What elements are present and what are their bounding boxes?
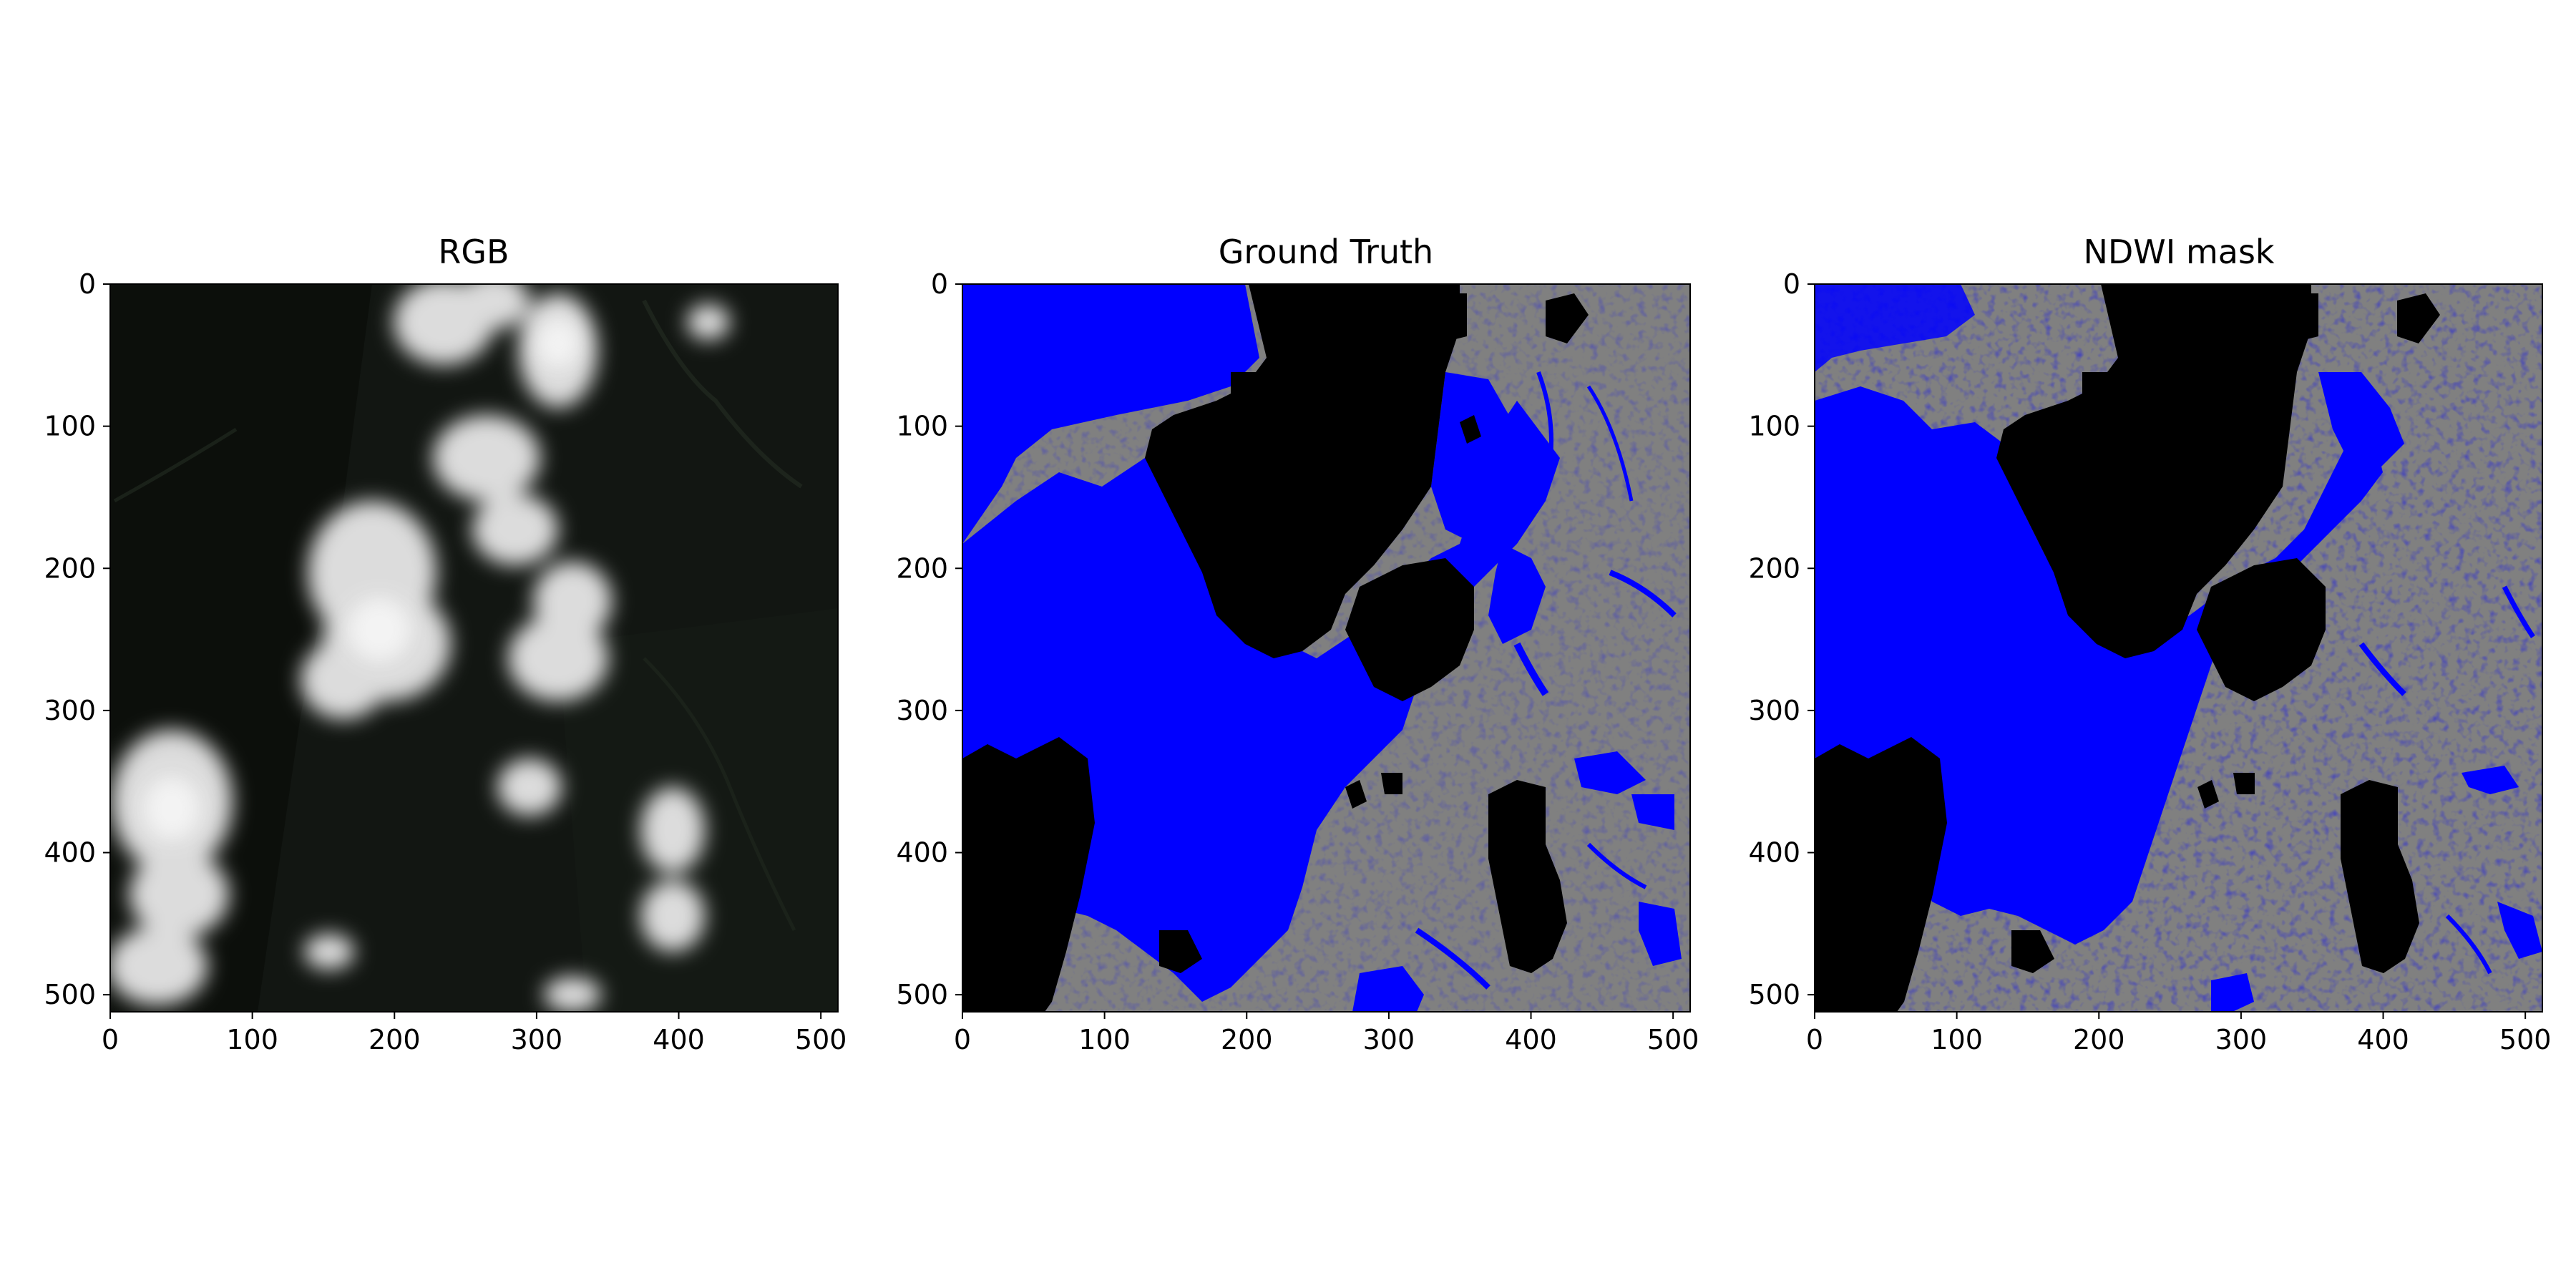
panel-title-ground-truth: Ground Truth (1219, 233, 1433, 271)
ndwi-x-tick-label: 200 (2073, 1024, 2125, 1055)
ground-truth-y-tick-label: 0 (931, 268, 948, 300)
ground-truth-x-tick-label: 100 (1078, 1024, 1131, 1055)
ground-truth-y-tick-label: 100 (896, 411, 948, 442)
ndwi-x-tick-label: 0 (1806, 1024, 1823, 1055)
ndwi-x-tick-label: 400 (2357, 1024, 2409, 1055)
rgb-x-tick-label: 100 (226, 1024, 278, 1055)
ground-truth-x-tick-label: 400 (1505, 1024, 1557, 1055)
ndwi-mask (1815, 284, 2542, 1012)
ndwi-y-tick-label: 400 (1748, 837, 1800, 869)
rgb-y-tick-label: 100 (44, 411, 96, 442)
rgb-x-tick-label: 500 (795, 1024, 847, 1055)
rgb-satellite-image (110, 284, 838, 1012)
rgb-axes-frame (109, 283, 839, 1013)
rgb-x-tick-label: 200 (369, 1024, 421, 1055)
ground-truth-axes-frame (962, 283, 1691, 1013)
ndwi-y-tick-label: 200 (1748, 552, 1800, 584)
rgb-y-tick-label: 500 (44, 979, 96, 1010)
ndwi-x-tick-label: 300 (2215, 1024, 2268, 1055)
ndwi-y-tick-label: 500 (1748, 979, 1800, 1010)
ground-truth-x-tick-label: 500 (1647, 1024, 1699, 1055)
panel-title-ndwi: NDWI mask (2083, 233, 2274, 271)
ground-truth-x-tick-label: 300 (1363, 1024, 1415, 1055)
rgb-y-tick-label: 200 (44, 552, 96, 584)
ndwi-x-tick-label: 100 (1931, 1024, 1983, 1055)
rgb-panel: RGB (44, 233, 847, 1055)
rgb-x-tick-label: 300 (511, 1024, 563, 1055)
ground-truth-mask (962, 284, 1690, 1012)
ndwi-y-tick-label: 300 (1748, 695, 1800, 726)
rgb-y-tick-label: 400 (44, 837, 96, 869)
ndwi-panel: NDWI mask 0 100 200 300 (1748, 233, 2551, 1055)
rgb-x-tick-label: 400 (653, 1024, 705, 1055)
ndwi-x-tick-label: 500 (2499, 1024, 2552, 1055)
ground-truth-y-tick-label: 500 (896, 979, 948, 1010)
rgb-x-tick-label: 0 (102, 1024, 119, 1055)
rgb-y-tick-label: 300 (44, 695, 96, 726)
rgb-y-tick-label: 0 (79, 268, 96, 300)
ground-truth-y-tick-label: 200 (896, 552, 948, 584)
ground-truth-x-tick-label: 200 (1221, 1024, 1273, 1055)
panel-title-rgb: RGB (438, 233, 509, 271)
ground-truth-panel: Ground Truth (896, 233, 1699, 1055)
ndwi-axes-frame (1814, 283, 2543, 1013)
ground-truth-y-tick-label: 400 (896, 837, 948, 869)
ground-truth-y-tick-label: 300 (896, 695, 948, 726)
ndwi-y-tick-label: 0 (1783, 268, 1800, 300)
ground-truth-x-tick-label: 0 (954, 1024, 971, 1055)
ndwi-y-tick-label: 100 (1748, 411, 1800, 442)
